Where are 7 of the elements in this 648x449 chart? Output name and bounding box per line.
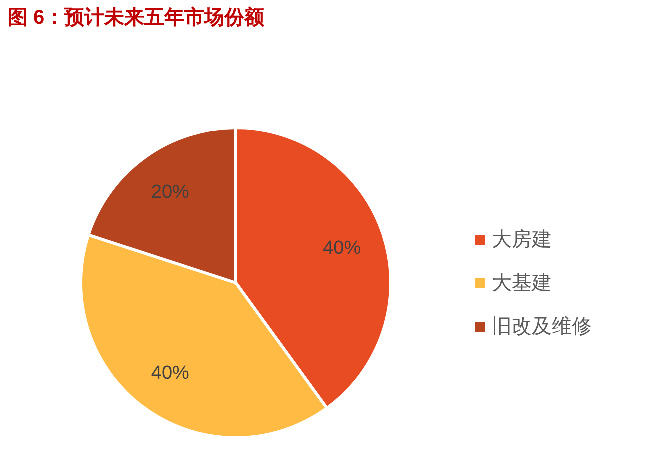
legend-label: 大房建 (492, 229, 552, 251)
legend-label: 大基建 (492, 272, 552, 294)
data-label: 40% (323, 238, 362, 260)
legend-label: 旧改及维修 (492, 316, 592, 338)
chart-title: 图 6：预计未来五年市场份额 (8, 6, 266, 29)
data-label: 20% (151, 182, 190, 204)
data-label: 40% (151, 362, 190, 384)
